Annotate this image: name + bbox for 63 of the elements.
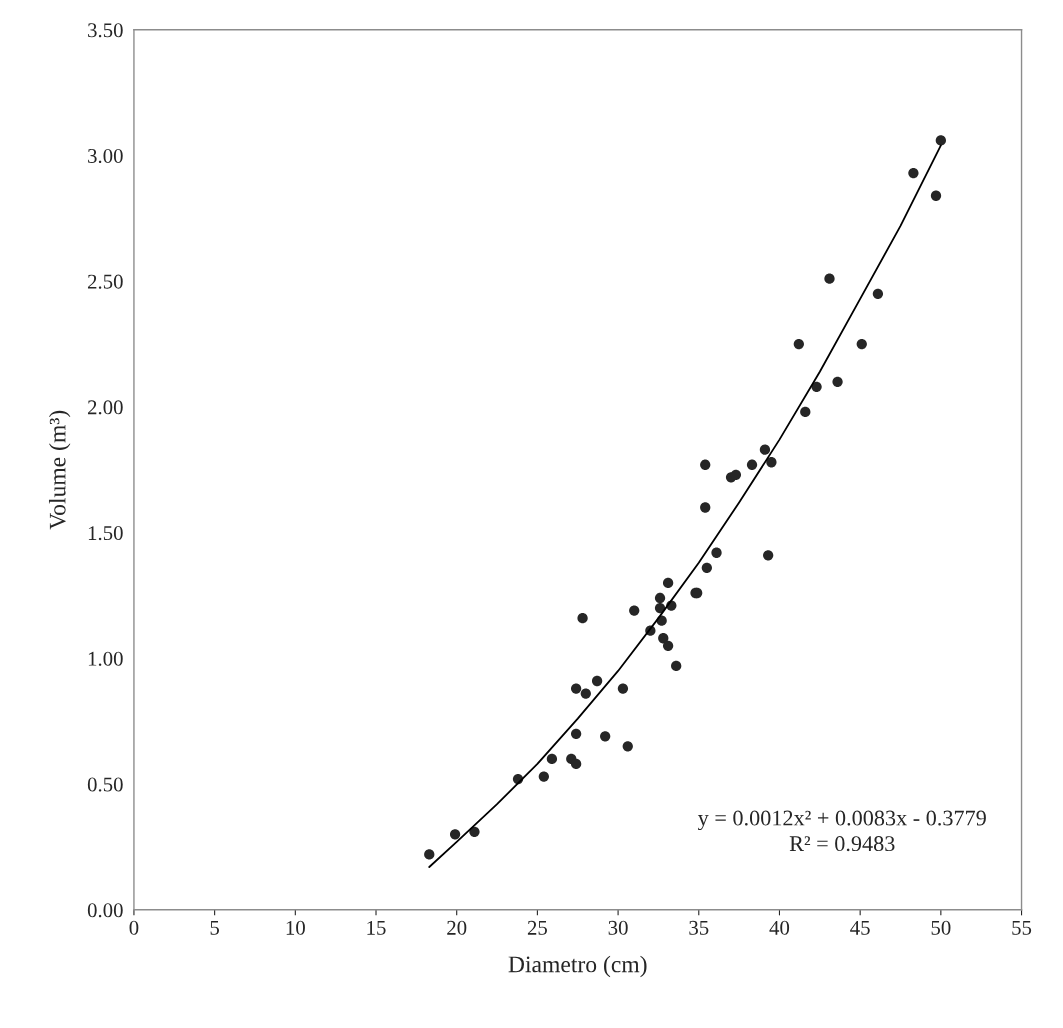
point	[546, 753, 558, 765]
point	[577, 612, 588, 624]
point	[793, 338, 804, 350]
x-tick-label: 20	[447, 920, 467, 935]
point	[935, 135, 946, 146]
y-tick-label: 2.50	[87, 274, 123, 289]
x-tick-label: 50	[931, 920, 951, 935]
point	[617, 683, 629, 694]
point	[856, 338, 867, 350]
x-tick-label: 25	[527, 920, 547, 935]
y-tick-label: 1.50	[88, 526, 123, 541]
point	[701, 562, 712, 573]
y-tick-label: 3.50	[88, 23, 123, 38]
point	[832, 376, 843, 387]
point	[759, 444, 771, 455]
point	[654, 592, 666, 604]
point	[629, 605, 640, 616]
point	[469, 826, 480, 837]
annotation: y = 0.0012x² + 0.0083x - 0.3779	[697, 810, 986, 831]
point	[811, 381, 822, 392]
x-tick-label: 45	[850, 920, 870, 935]
y-tick-label: 2.00	[87, 400, 123, 415]
point	[700, 459, 711, 470]
point	[872, 288, 884, 299]
point	[746, 459, 758, 470]
x-axis-title: Diametro (cm)	[508, 955, 647, 978]
point	[580, 688, 591, 699]
point	[711, 547, 722, 558]
x-tick-label: 15	[367, 920, 386, 935]
point	[766, 457, 777, 468]
annotation: R² = 0.9483	[789, 836, 895, 852]
point	[449, 829, 461, 840]
x-tick-label: 5	[210, 921, 220, 935]
point	[662, 577, 674, 589]
point	[800, 406, 811, 418]
x-tick-label: 40	[769, 920, 790, 935]
x-tick-label: 0	[129, 920, 139, 935]
y-axis-title: Volume (m³)	[48, 410, 71, 530]
point	[424, 849, 435, 860]
point	[730, 469, 742, 480]
point	[824, 273, 835, 284]
point	[930, 190, 942, 201]
point	[671, 660, 682, 672]
x-tick-label: 30	[608, 920, 628, 935]
point	[570, 728, 582, 739]
y-tick-label: 3.00	[88, 148, 123, 164]
point	[662, 640, 674, 651]
x-tick-label: 55	[1012, 921, 1032, 935]
y-tick-label: 0.50	[87, 777, 123, 792]
point	[570, 683, 582, 694]
point	[591, 675, 603, 687]
y-tick-label: 0.00	[87, 903, 123, 918]
x-tick-label: 35	[689, 920, 709, 935]
point	[763, 550, 774, 561]
y-tick-label: 1.00	[88, 651, 123, 666]
point	[538, 771, 549, 782]
point	[700, 502, 711, 513]
x-tick-label: 10	[286, 920, 305, 935]
point	[908, 167, 919, 179]
point	[600, 731, 611, 742]
point	[622, 741, 633, 752]
point	[658, 633, 669, 644]
point	[570, 758, 582, 770]
